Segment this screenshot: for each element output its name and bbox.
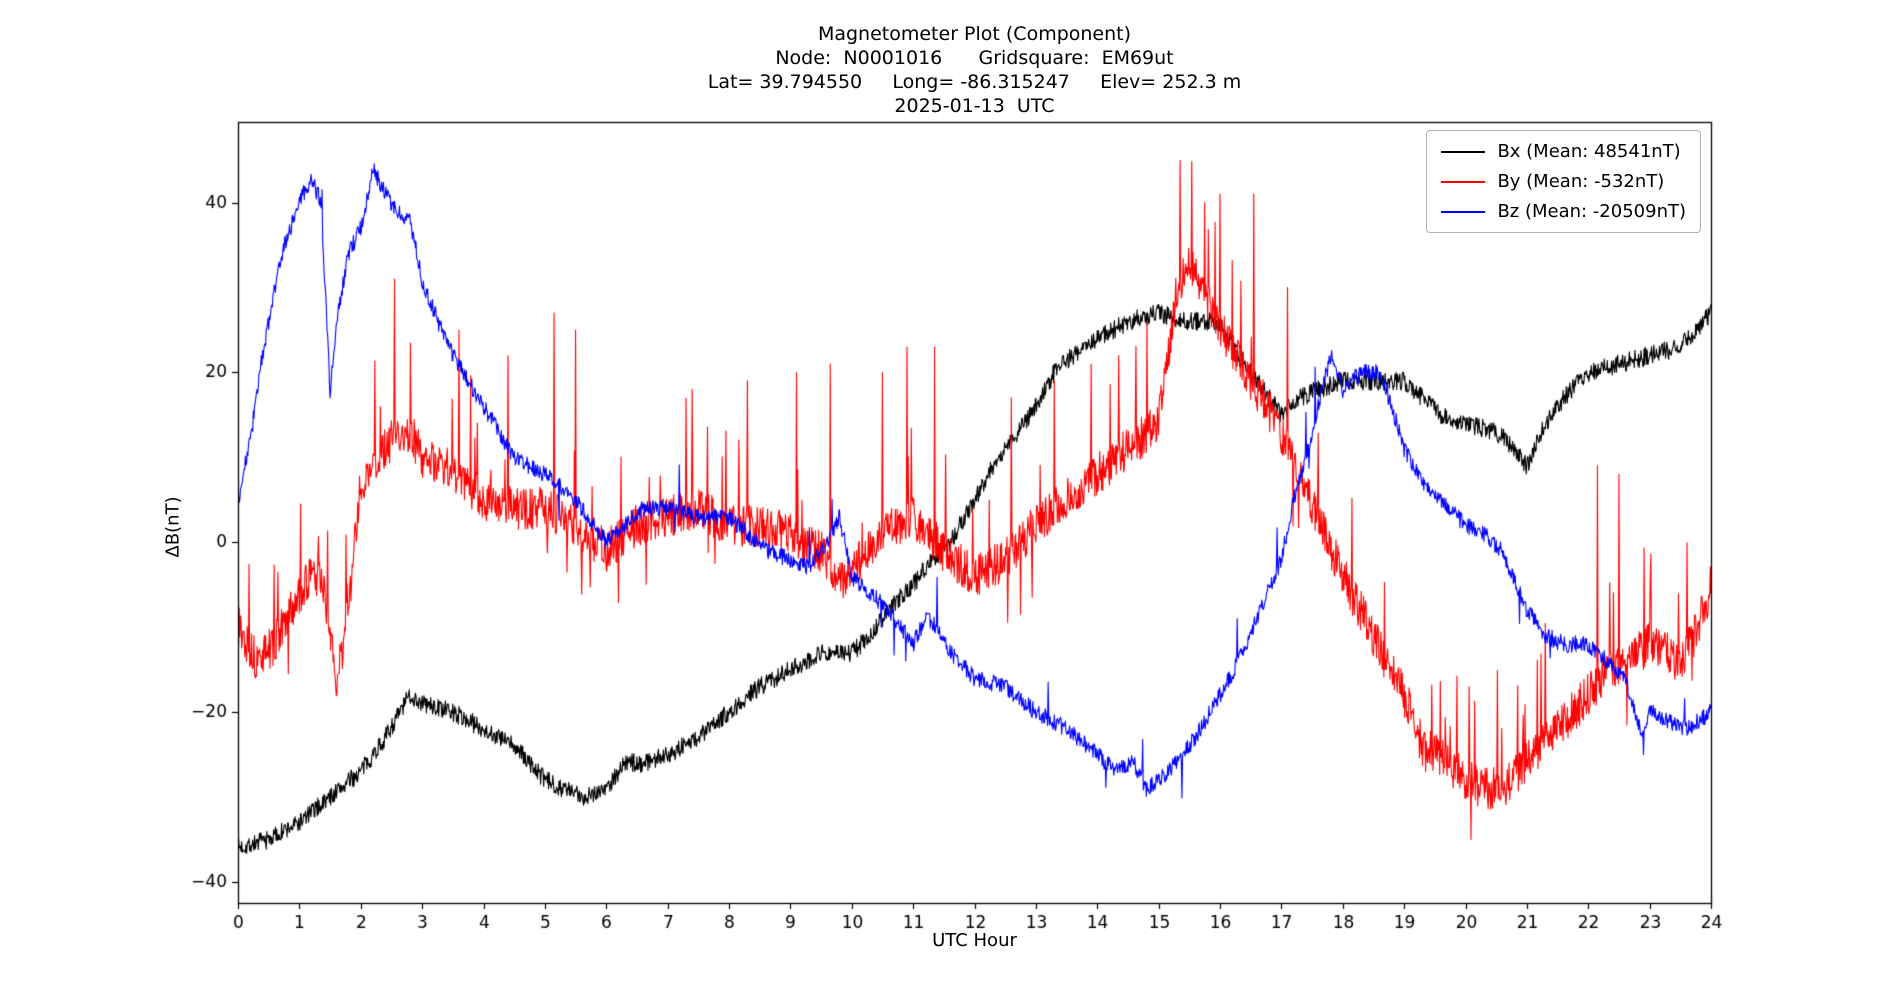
chart-title-line-coords: Lat= 39.794550 Long= -86.315247 Elev= 25… [707, 71, 1242, 93]
legend-line-sample-bz [1441, 210, 1486, 213]
chart-title-line-date: 2025-01-13 UTC [894, 95, 1055, 117]
chart-title: Magnetometer Plot (Component) Node: N000… [238, 22, 1711, 118]
legend-item-bz: Bz (Mean: -20509nT) [1441, 201, 1686, 222]
y-axis-label: ΔB(nT) [162, 496, 184, 558]
chart-title-line-node: Node: N0001016 Gridsquare: EM69ut [775, 47, 1174, 69]
legend-item-bx: Bx (Mean: 48541nT) [1441, 141, 1686, 162]
legend-item-by: By (Mean: -532nT) [1441, 171, 1686, 192]
legend-line-sample-by [1441, 180, 1486, 183]
legend-label-bz: Bz (Mean: -20509nT) [1497, 201, 1686, 222]
legend-line-sample-bx [1441, 150, 1486, 153]
legend-label-bx: Bx (Mean: 48541nT) [1497, 141, 1681, 162]
x-axis-label: UTC Hour [932, 930, 1017, 951]
legend-label-by: By (Mean: -532nT) [1497, 171, 1665, 192]
chart-legend: Bx (Mean: 48541nT) By (Mean: -532nT) Bz … [1426, 130, 1701, 233]
chart-title-line-main: Magnetometer Plot (Component) [817, 23, 1132, 45]
